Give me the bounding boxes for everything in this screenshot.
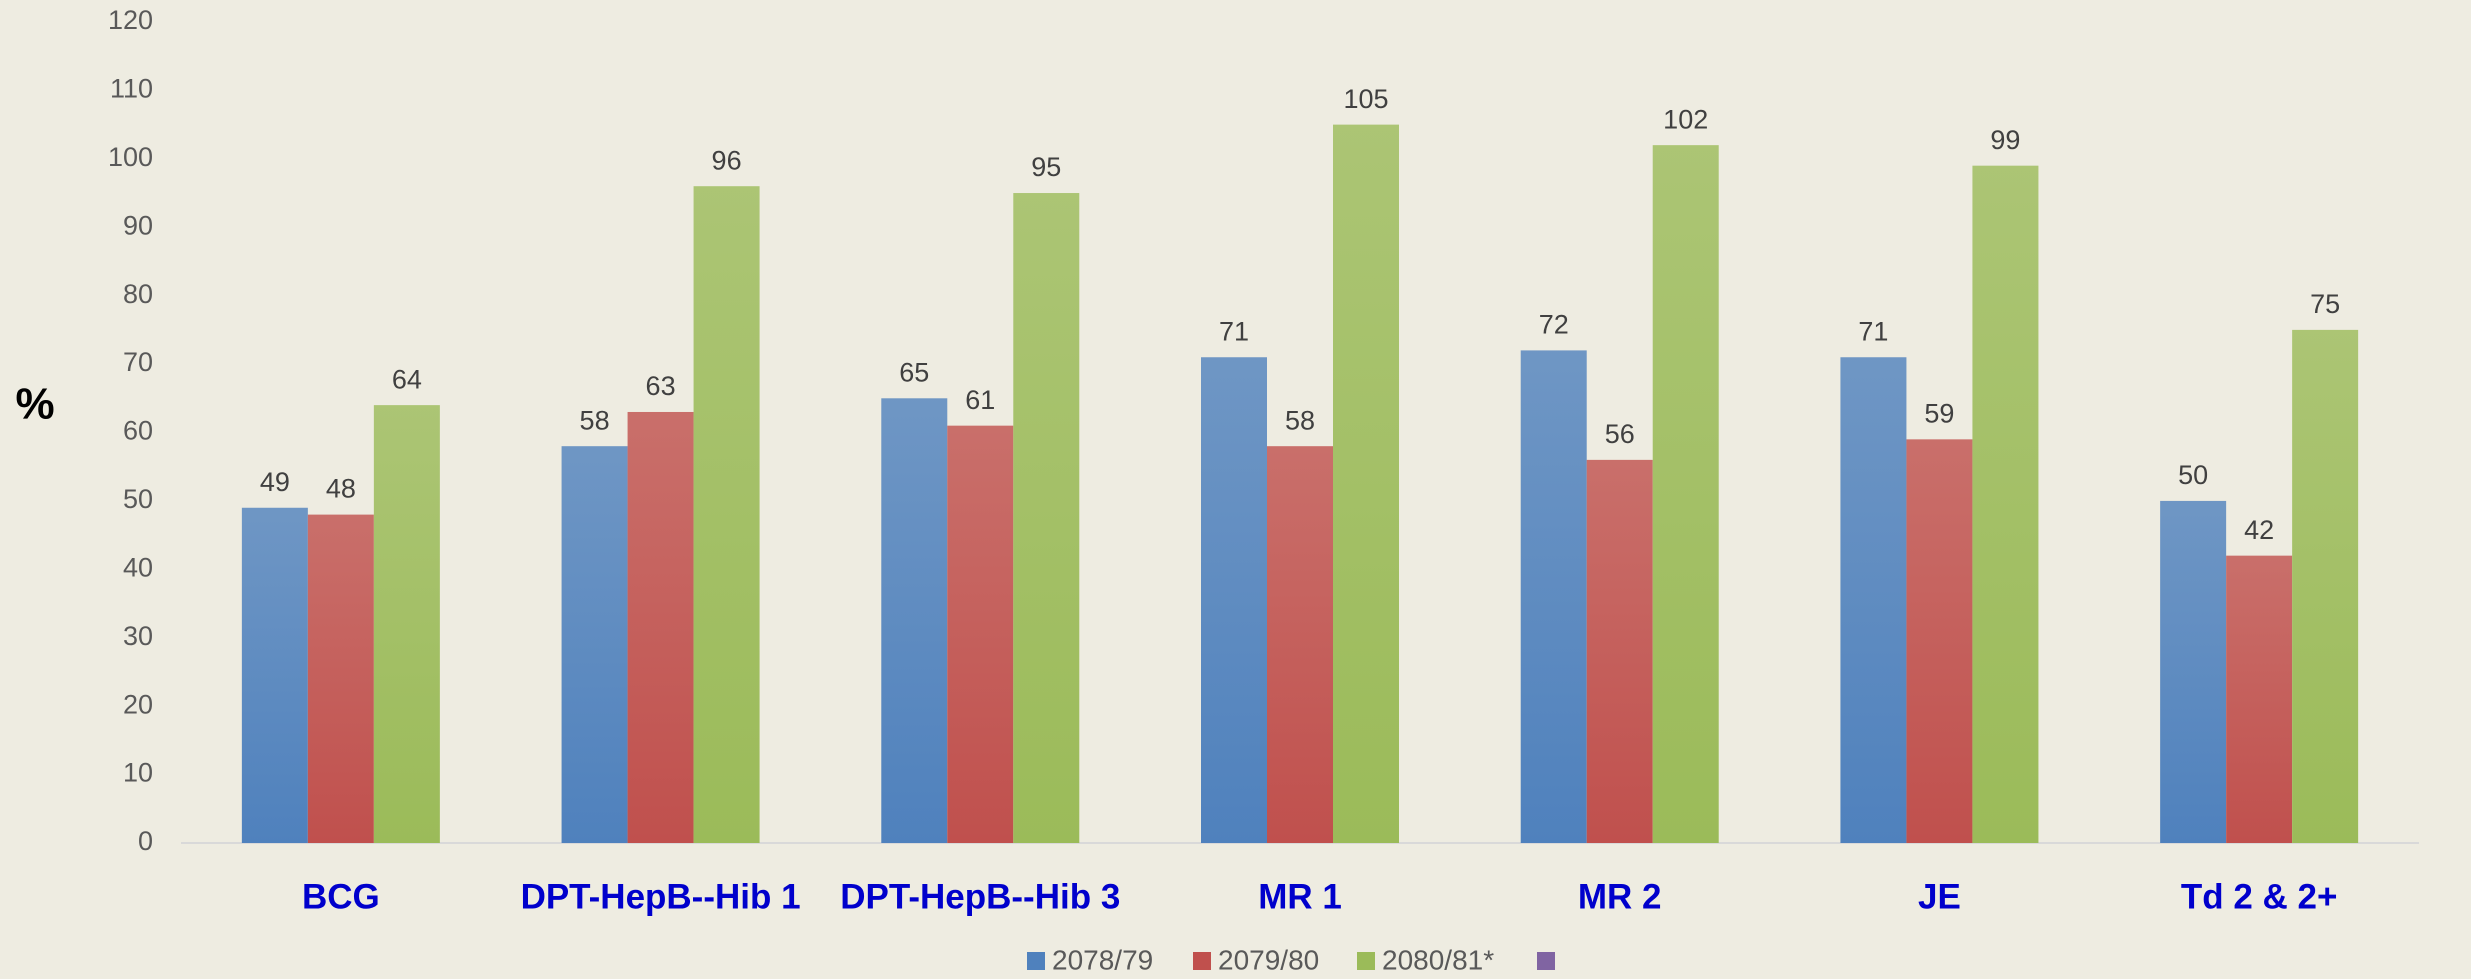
data-label: 49: [260, 467, 290, 497]
data-label: 71: [1858, 316, 1888, 346]
bar: [2160, 500, 2227, 843]
legend-label: 2079/80: [1218, 944, 1319, 975]
y-axis-label: %: [15, 380, 54, 429]
data-label: 72: [1539, 310, 1569, 340]
bar: [1972, 165, 2039, 844]
data-label: 102: [1663, 104, 1708, 134]
bar: [1013, 193, 1080, 843]
bar: [627, 411, 694, 843]
y-tick-label: 80: [123, 279, 153, 309]
bar: [1840, 357, 1907, 843]
bar: [307, 514, 374, 843]
data-label: 42: [2244, 515, 2274, 545]
data-label: 56: [1605, 419, 1635, 449]
y-tick-label: 110: [110, 74, 153, 104]
data-label: 105: [1343, 84, 1388, 114]
bar: [1586, 459, 1653, 843]
bar: [2292, 329, 2359, 843]
data-label: 59: [1924, 398, 1954, 428]
y-tick-label: 20: [123, 689, 153, 719]
data-label: 71: [1219, 316, 1249, 346]
y-tick-label: 40: [123, 552, 153, 582]
data-label: 99: [1990, 125, 2020, 155]
bar: [693, 186, 760, 843]
bar: [241, 507, 308, 843]
data-label: 58: [1285, 405, 1315, 435]
data-label: 65: [899, 357, 929, 387]
data-label: 50: [2178, 460, 2208, 490]
bar: [947, 425, 1014, 843]
data-label: 63: [646, 371, 676, 401]
data-label: 48: [326, 474, 356, 504]
bar: [561, 446, 628, 843]
x-tick-label: BCG: [302, 877, 380, 916]
bar: [1201, 357, 1267, 843]
data-label: 61: [965, 385, 995, 415]
bar: [373, 405, 440, 843]
data-label: 95: [1031, 152, 1061, 182]
data-label: 64: [392, 364, 422, 394]
bar: [2226, 555, 2293, 843]
legend-swatch: [1193, 952, 1211, 970]
bar: [1906, 439, 1973, 843]
data-label: 58: [580, 405, 610, 435]
legend-label: 2080/81*: [1382, 944, 1494, 975]
bar: [1267, 446, 1333, 843]
y-tick-label: 50: [123, 484, 153, 514]
y-tick-label: 60: [123, 416, 153, 446]
legend-swatch: [1537, 952, 1555, 970]
bar: [881, 398, 948, 843]
y-tick-label: 100: [108, 142, 153, 172]
y-tick-label: 30: [123, 621, 153, 651]
x-tick-label: DPT-HepB--Hib 1: [521, 877, 801, 916]
y-tick-label: 90: [123, 210, 153, 240]
legend-swatch: [1027, 952, 1045, 970]
x-tick-label: Td 2 & 2+: [2181, 877, 2338, 916]
x-tick-label: JE: [1918, 877, 1961, 916]
bar: [1333, 124, 1399, 843]
y-tick-label: 70: [123, 347, 153, 377]
y-tick-label: 10: [123, 758, 153, 788]
bar: [1652, 145, 1719, 843]
legend-swatch: [1357, 952, 1375, 970]
legend-label: 2078/79: [1052, 944, 1153, 975]
x-tick-label: DPT-HepB--Hib 3: [840, 877, 1120, 916]
data-label: 75: [2310, 289, 2340, 319]
x-tick-label: MR 1: [1258, 877, 1342, 916]
bar: [1520, 350, 1587, 843]
x-tick-label: MR 2: [1578, 877, 1662, 916]
y-tick-label: 0: [138, 826, 153, 856]
data-label: 96: [712, 145, 742, 175]
y-tick-label: 120: [108, 5, 153, 35]
